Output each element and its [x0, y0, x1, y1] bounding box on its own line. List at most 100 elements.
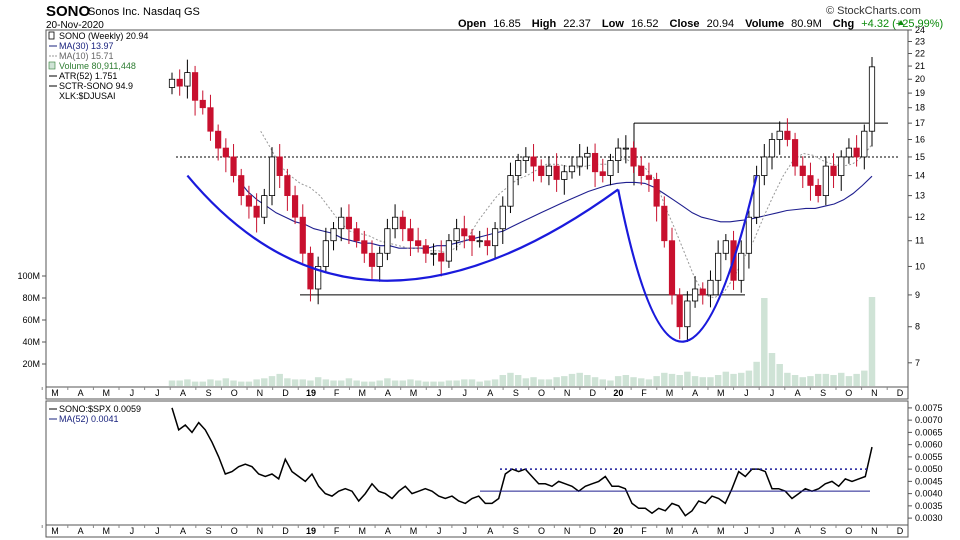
candle-up: [753, 175, 760, 218]
price-tick-label: 16: [915, 135, 925, 145]
volume-bar: [676, 375, 683, 386]
candle-up: [822, 165, 829, 196]
moving-averages: [237, 130, 873, 299]
x-tick-label: J: [437, 526, 442, 536]
candle-up: [715, 252, 722, 281]
x-tick-label: A: [385, 526, 391, 536]
x-tick-label: A: [795, 526, 801, 536]
x-tick-label: M: [666, 526, 674, 536]
volume-bar: [668, 373, 676, 386]
candle-down: [599, 171, 606, 176]
price-tick-label: 10: [915, 261, 925, 271]
x-axis-bottom: M A M J J A S O N D 19 F M A M J J A S O N D 20 F M A M J J A S O N D: [41, 525, 904, 536]
candle-down: [253, 205, 260, 218]
candles: [168, 57, 876, 343]
x-tick-label: N: [564, 526, 571, 536]
volume-bar: [722, 371, 730, 386]
candle-down: [422, 245, 429, 254]
volume-axis: 20M 40M 60M 80M 100M: [17, 271, 46, 369]
candle-up: [168, 78, 176, 88]
candle-up: [684, 300, 691, 328]
brand-logo: © StockCharts.com: [826, 5, 921, 17]
x-tick-label: F: [641, 388, 647, 398]
volume-bar: [699, 377, 706, 386]
legend-entry: MA(30) 13.97: [59, 41, 114, 51]
volume-bar: [753, 361, 760, 386]
price-tick-label: 13: [915, 191, 925, 201]
candle-down: [353, 228, 360, 242]
volume-bars: [168, 297, 876, 386]
price-tick-label: 19: [915, 88, 925, 98]
candle-up: [445, 240, 453, 262]
volume-bar: [791, 375, 799, 386]
volume-bar: [422, 381, 430, 386]
candle-down: [230, 156, 237, 176]
x-axis-top: M A M J J A S O N D 19 F M A M J J A S O N D 20 F M A M J J A S O N D: [41, 387, 904, 398]
open-value: 16.85: [493, 18, 521, 30]
candle-down: [638, 165, 645, 176]
x-tick-label: M: [359, 526, 367, 536]
candle-up: [430, 252, 437, 255]
price-tick-label: 9: [915, 290, 920, 300]
volume-bar: [738, 372, 745, 386]
volume-bar: [353, 380, 360, 386]
x-tick-label: D: [897, 388, 904, 398]
volume-bar: [691, 376, 699, 386]
candle-down: [553, 165, 560, 180]
legend-candle-icon: [48, 31, 55, 40]
volume-bar: [284, 378, 291, 386]
candle-up: [261, 195, 268, 218]
candle-down: [784, 130, 791, 140]
candle-up: [622, 147, 629, 150]
legend-entry: Volume 80,911,448: [59, 61, 136, 71]
volume-bar: [776, 364, 783, 386]
x-tick-label: J: [462, 526, 467, 536]
low-value: 16.52: [631, 18, 659, 30]
legend-entry: XLK:$DJUSAI: [59, 91, 116, 101]
candle-up: [268, 156, 276, 196]
candle-down: [238, 175, 245, 196]
x-tick-label: A: [692, 388, 698, 398]
volume-bar: [191, 381, 199, 386]
chg-label: Chg: [833, 18, 854, 30]
ratio-panel-frame: [45, 400, 909, 526]
ratio-tick-label: 0.0075: [915, 403, 943, 413]
volume-bar: [414, 380, 422, 386]
low-label: Low: [602, 18, 624, 30]
x-tick-label: J: [155, 526, 160, 536]
price-tick-label: 7: [915, 358, 920, 368]
candle-up: [722, 240, 729, 254]
candle-down: [361, 240, 368, 254]
volume-bar: [230, 380, 237, 386]
x-tick-label: 19: [306, 388, 316, 398]
volume-bar: [730, 373, 737, 386]
ma10-line: [260, 130, 873, 299]
candle-down: [368, 252, 376, 267]
volume-bar: [714, 375, 722, 386]
candle-up: [476, 240, 483, 243]
ratio-tick-label: 0.0030: [915, 513, 943, 523]
price-tick-label: 18: [915, 103, 925, 113]
candle-down: [799, 165, 806, 176]
x-tick-label: M: [51, 388, 59, 398]
candle-up: [376, 252, 383, 267]
x-tick-label: O: [231, 388, 238, 398]
candle-up: [561, 171, 568, 180]
high-label: High: [532, 18, 557, 30]
pattern-drawing: [186, 174, 758, 343]
x-tick-label: O: [845, 526, 852, 536]
candle-up: [761, 156, 768, 176]
candle-up: [453, 228, 460, 242]
candle-down: [399, 216, 406, 230]
x-tick-label: M: [410, 526, 418, 536]
volume-bar: [453, 380, 460, 386]
x-tick-label: S: [206, 526, 212, 536]
candle-down: [215, 130, 222, 149]
x-tick-label: O: [538, 388, 545, 398]
volume-bar: [830, 375, 837, 386]
volume-bar: [807, 376, 814, 386]
volume-bar: [645, 379, 653, 386]
candle-down: [176, 78, 183, 87]
candle-up: [738, 252, 745, 281]
